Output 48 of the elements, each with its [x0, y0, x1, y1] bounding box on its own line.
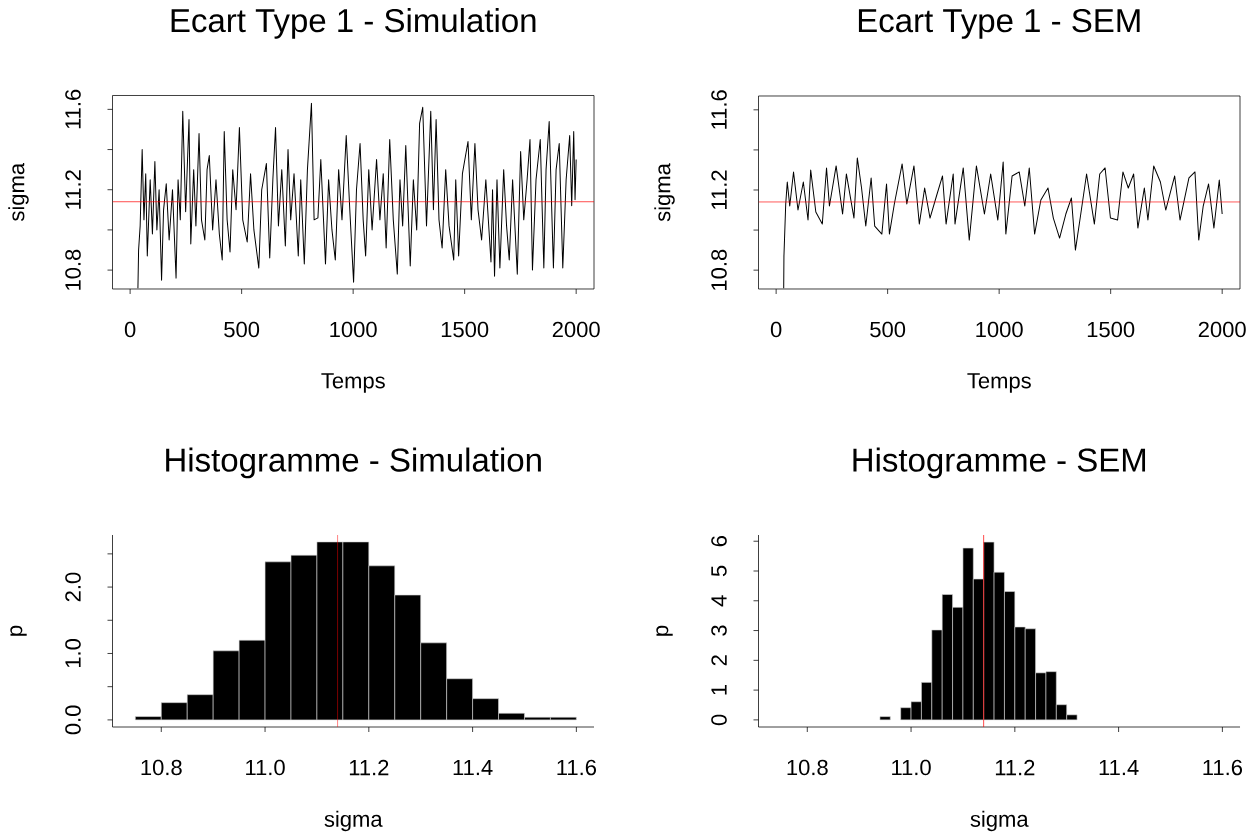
y-tick-label: 4 — [711, 595, 727, 607]
y-tick-label: 6 — [711, 536, 727, 547]
y-axis-title: sigma — [654, 163, 675, 222]
x-tick-label: 500 — [224, 321, 260, 338]
y-tick-label: 10.8 — [711, 249, 727, 290]
y-tick-label: 1 — [711, 685, 727, 695]
y-tick-label: 0 — [711, 714, 727, 726]
x-tick-label: 11.4 — [1099, 759, 1139, 776]
x-tick-label: 1000 — [976, 321, 1023, 338]
x-axis-title: Temps — [321, 373, 385, 393]
x-tick-label: 0 — [770, 321, 782, 338]
y-tick-label: 3 — [711, 625, 727, 636]
y-tick-label: 10.8 — [65, 249, 81, 290]
x-tick-label: 1500 — [441, 321, 489, 338]
x-axis-title: Temps — [967, 373, 1031, 393]
chart-title: Ecart Type 1 - Simulation — [171, 8, 536, 39]
x-tick-label: 11.2 — [349, 759, 389, 776]
y-tick-label: 11.6 — [65, 89, 81, 129]
x-tick-label: 10.8 — [141, 759, 182, 776]
y-tick-label: 1.0 — [65, 639, 81, 668]
y-tick-label: 2.0 — [65, 572, 81, 602]
chart-title: Ecart Type 1 - SEM — [858, 8, 1140, 39]
y-tick-label: 2 — [711, 655, 727, 666]
x-tick-label: 1000 — [330, 321, 377, 338]
x-tick-label: 11.2 — [995, 759, 1035, 776]
x-tick-label: 10.8 — [787, 759, 828, 776]
x-tick-label: 11.0 — [892, 759, 931, 776]
x-tick-label: 11.6 — [1203, 759, 1243, 776]
y-axis-title: p — [656, 625, 673, 636]
x-tick-label: 2000 — [1198, 321, 1246, 338]
y-tick-label: 11.2 — [65, 170, 81, 209]
y-axis-title: sigma — [8, 162, 29, 221]
chart-title: Histogramme - SEM — [853, 447, 1146, 479]
y-tick-label: 5 — [711, 565, 727, 577]
x-tick-label: 0 — [124, 321, 136, 338]
y-tick-label: 11.2 — [711, 170, 727, 209]
x-tick-label: 500 — [870, 321, 906, 338]
x-tick-label: 2000 — [552, 321, 600, 338]
y-axis-title: p — [10, 625, 27, 636]
x-tick-label: 11.6 — [557, 759, 596, 776]
chart-title: Histogramme - Simulation — [166, 447, 541, 479]
y-tick-label: 11.6 — [711, 90, 727, 129]
x-tick-label: 11.0 — [246, 759, 285, 776]
y-tick-label: 0.0 — [65, 705, 81, 735]
x-tick-label: 1500 — [1087, 321, 1135, 338]
x-axis-title: sigma — [324, 810, 383, 832]
x-axis-title: sigma — [970, 810, 1029, 832]
x-tick-label: 11.4 — [453, 759, 493, 776]
